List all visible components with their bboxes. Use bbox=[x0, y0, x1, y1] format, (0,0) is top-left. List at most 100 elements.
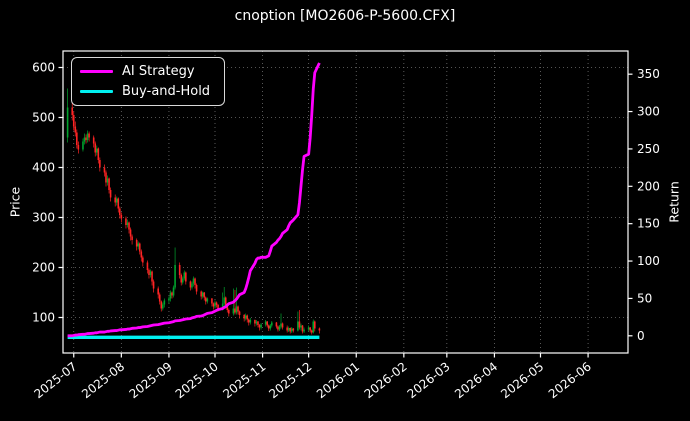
candle-body bbox=[257, 321, 259, 325]
candle-body bbox=[129, 229, 132, 237]
return-tick-label: 300 bbox=[637, 105, 660, 119]
candle-body bbox=[189, 281, 192, 288]
legend-item-label: Buy-and-Hold bbox=[122, 84, 211, 99]
candle-body bbox=[149, 271, 152, 275]
ai-strategy-line bbox=[67, 62, 321, 338]
date-tick-label: 2025-10 bbox=[173, 359, 221, 401]
legend: AI Strategy Buy-and-Hold bbox=[71, 57, 226, 106]
legend-swatch bbox=[80, 89, 113, 94]
candle-body bbox=[300, 325, 302, 328]
return-tick-label: 350 bbox=[637, 67, 660, 81]
candle-body bbox=[292, 328, 295, 331]
candle-body bbox=[260, 324, 262, 328]
candle-body bbox=[66, 107, 69, 138]
candle-body bbox=[228, 310, 230, 314]
legend-swatch bbox=[80, 69, 113, 74]
return-tick-label: 100 bbox=[637, 254, 660, 268]
return-tick-label: 250 bbox=[637, 142, 660, 156]
candle-body bbox=[249, 320, 252, 323]
date-tick-label: 2026-05 bbox=[498, 359, 546, 401]
candle-body bbox=[290, 328, 293, 332]
candle-body bbox=[181, 278, 184, 283]
candle-body bbox=[119, 208, 121, 215]
candle-body bbox=[247, 319, 250, 323]
candle-body bbox=[131, 236, 133, 240]
candle-body bbox=[125, 218, 127, 225]
strategy-lines-layer bbox=[67, 62, 321, 340]
candle-body bbox=[298, 321, 301, 328]
candle-body bbox=[83, 137, 86, 142]
candle-body bbox=[85, 137, 87, 140]
legend-item-buy-and-hold: Buy-and-Hold bbox=[80, 84, 210, 99]
price-tick-label: 500 bbox=[32, 111, 55, 125]
candle-body bbox=[195, 285, 198, 292]
date-tick-label: 2026-01 bbox=[314, 359, 362, 401]
candle-body bbox=[271, 322, 273, 326]
candle-body bbox=[301, 325, 304, 332]
date-tick-label: 2025-08 bbox=[79, 359, 127, 401]
candle-body bbox=[281, 323, 284, 328]
candle-body bbox=[237, 306, 239, 312]
candle-body bbox=[287, 328, 290, 331]
candle-body bbox=[309, 327, 311, 331]
candle-body bbox=[95, 148, 98, 153]
candle-body bbox=[243, 315, 245, 319]
candle-body bbox=[137, 243, 140, 247]
candle-body bbox=[289, 328, 292, 332]
candle-body bbox=[254, 320, 256, 324]
candle-body bbox=[94, 143, 97, 153]
candle-body bbox=[128, 222, 130, 230]
date-tick-label: 2026-06 bbox=[546, 359, 594, 401]
candle-body bbox=[214, 302, 216, 307]
legend-item-label: AI Strategy bbox=[122, 64, 195, 79]
candle-body bbox=[221, 303, 224, 309]
candle-body bbox=[280, 323, 282, 327]
candle-body bbox=[201, 292, 204, 297]
candle-body bbox=[212, 303, 215, 307]
candle-body bbox=[99, 160, 101, 168]
candle-body bbox=[114, 197, 117, 203]
candle-body bbox=[267, 325, 270, 329]
candle-body bbox=[211, 298, 213, 304]
candle-body bbox=[192, 278, 195, 284]
candle-body bbox=[158, 294, 161, 302]
price-tick-label: 400 bbox=[32, 161, 55, 175]
price-tick-label: 200 bbox=[32, 261, 55, 275]
candle-body bbox=[318, 328, 321, 331]
candle-body bbox=[269, 325, 272, 329]
candle-body bbox=[161, 304, 164, 309]
candle-body bbox=[105, 172, 107, 183]
candle-body bbox=[120, 215, 123, 219]
candle-body bbox=[246, 315, 249, 320]
candle-body bbox=[226, 305, 229, 310]
candle-body bbox=[151, 271, 153, 282]
price-tick-label: 100 bbox=[32, 311, 55, 325]
candle-body bbox=[303, 329, 305, 332]
return-tick-label: 0 bbox=[637, 329, 645, 343]
candle-body bbox=[146, 262, 149, 270]
candle-body bbox=[163, 300, 166, 305]
date-tick-label: 2026-04 bbox=[452, 359, 500, 401]
candle-body bbox=[106, 178, 109, 183]
candle-body bbox=[109, 190, 112, 198]
candle-body bbox=[217, 305, 219, 309]
candle-body bbox=[103, 167, 106, 173]
return-tick-label: 150 bbox=[637, 217, 660, 231]
candle-body bbox=[92, 137, 95, 144]
candle-body bbox=[312, 321, 315, 333]
price-tick-label: 300 bbox=[32, 211, 55, 225]
candle-body bbox=[215, 302, 218, 305]
candle-body bbox=[297, 321, 299, 331]
candle-body bbox=[238, 311, 241, 315]
return-tick-label: 50 bbox=[637, 291, 652, 305]
candle-body bbox=[148, 270, 150, 275]
legend-item-ai-strategy: AI Strategy bbox=[80, 64, 210, 79]
candle-body bbox=[171, 292, 173, 296]
candle-body bbox=[185, 272, 187, 282]
candle-body bbox=[77, 145, 80, 150]
candle-body bbox=[115, 198, 118, 203]
return-tick-label: 200 bbox=[637, 179, 660, 193]
candle-body bbox=[206, 298, 209, 302]
date-tick-label: 2025-07 bbox=[31, 359, 79, 401]
